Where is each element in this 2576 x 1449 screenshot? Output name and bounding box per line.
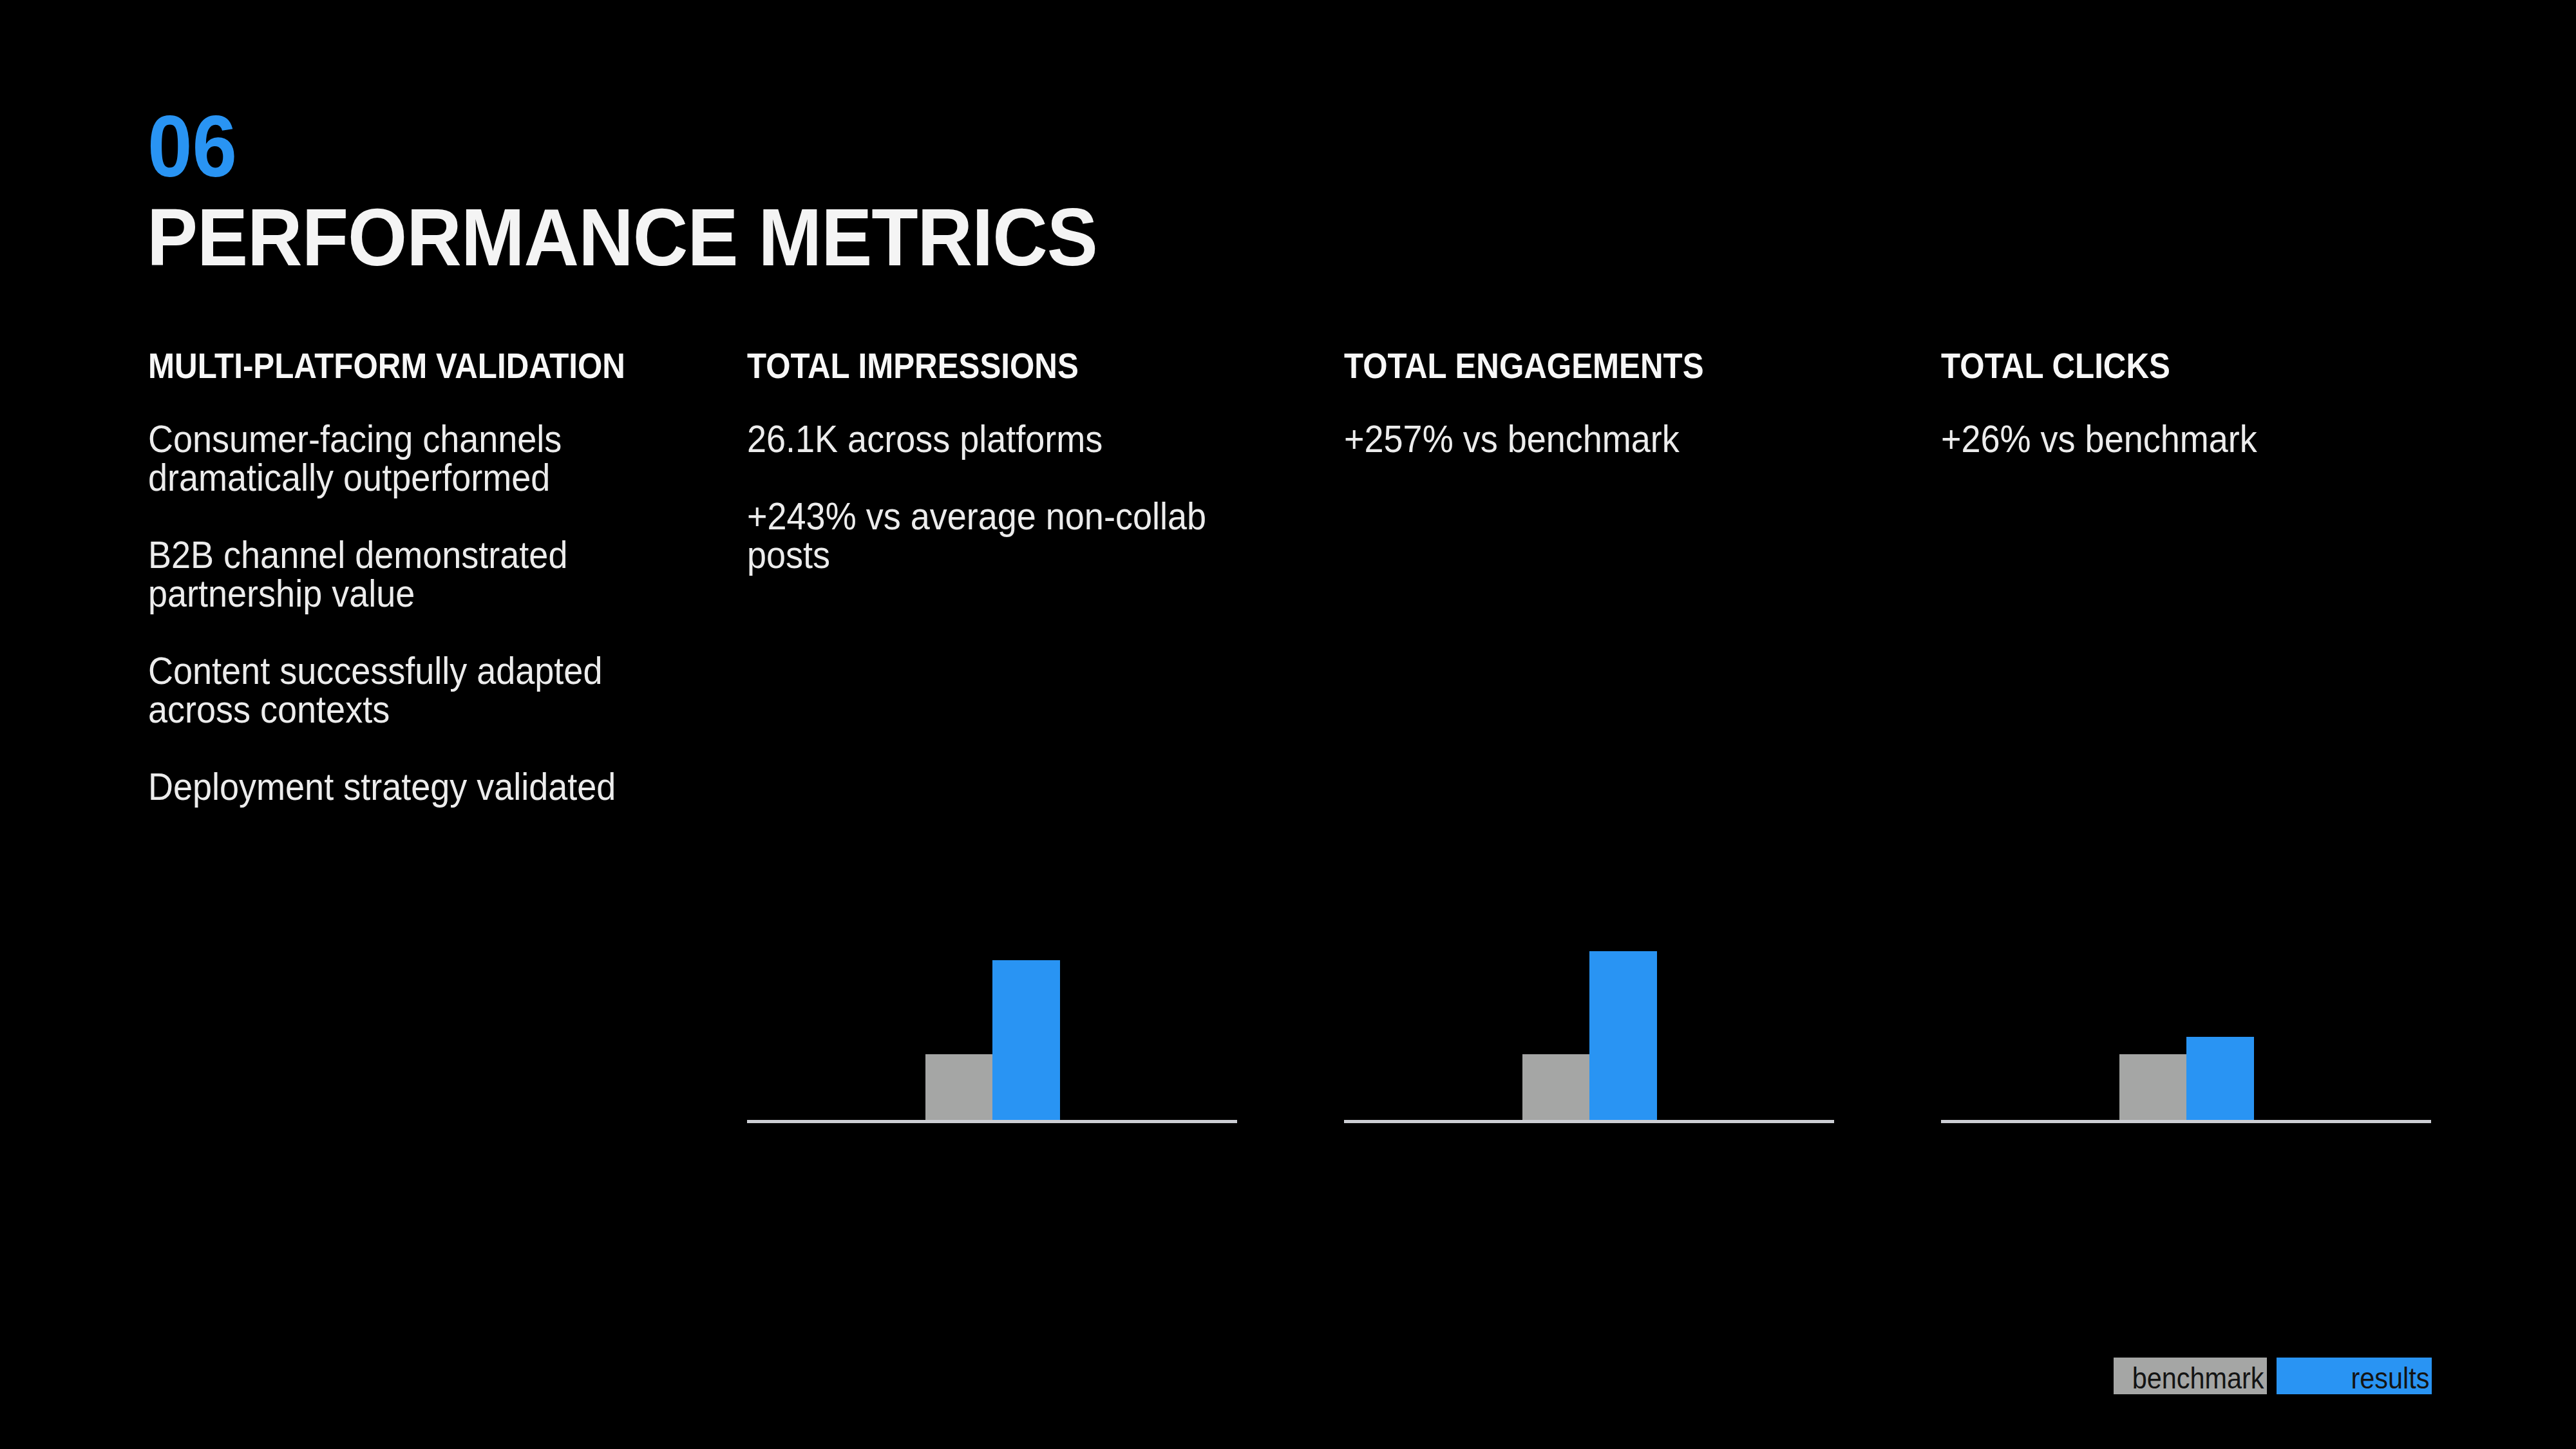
paragraph: B2B channel demonstrated partnership val… [148,536,616,613]
slide-number: 06 [147,102,237,190]
paragraph: 26.1K across platforms [747,420,1206,459]
column-body-total-clicks: +26% vs benchmark [1941,420,2257,497]
column-header-multi-platform-validation: MULTI-PLATFORM VALIDATION [148,348,625,384]
text-line: partnership value [148,574,616,613]
text-line: dramatically outperformed [148,459,616,497]
text-line: +243% vs average non-collab [747,497,1206,536]
results-bar [2186,1037,2254,1120]
paragraph: Consumer-facing channels dramatically ou… [148,420,616,497]
legend-results-label: results [2351,1363,2429,1393]
legend-results-swatch: results [2277,1358,2432,1394]
text-line: Consumer-facing channels [148,420,616,459]
bar-chart-total-clicks [1941,937,2431,1125]
text-line: across contexts [148,690,616,729]
text-line: Deployment strategy validated [148,768,616,806]
column-body-total-impressions: 26.1K across platforms +243% vs average … [747,420,1206,613]
column-header-total-clicks: TOTAL CLICKS [1941,348,2170,384]
column-body-multi-platform-validation: Consumer-facing channels dramatically ou… [148,420,616,845]
text-line: +257% vs benchmark [1344,420,1680,459]
paragraph: Deployment strategy validated [148,768,616,806]
text-line: Content successfully adapted [148,652,616,690]
results-bar [1589,951,1657,1120]
page-title: PERFORMANCE METRICS [147,197,1097,278]
chart-legend: benchmark results [2114,1358,2432,1394]
benchmark-bar [1522,1054,1589,1120]
column-body-total-engagements: +257% vs benchmark [1344,420,1680,497]
paragraph: +26% vs benchmark [1941,420,2257,459]
bar-chart-total-impressions [747,937,1237,1125]
paragraph: +257% vs benchmark [1344,420,1680,459]
paragraph: +243% vs average non-collab posts [747,497,1206,574]
column-header-total-engagements: TOTAL ENGAGEMENTS [1344,348,1704,384]
text-line: 26.1K across platforms [747,420,1206,459]
legend-benchmark-swatch: benchmark [2114,1358,2267,1394]
results-bar [992,960,1060,1120]
text-line: posts [747,536,1206,574]
benchmark-bar [925,1054,992,1120]
paragraph: Content successfully adapted across cont… [148,652,616,729]
benchmark-bar [2119,1054,2186,1120]
slide: 06 PERFORMANCE METRICS MULTI-PLATFORM VA… [0,0,2576,1449]
text-line: +26% vs benchmark [1941,420,2257,459]
text-line: B2B channel demonstrated [148,536,616,574]
chart-baseline [1941,1120,2431,1123]
chart-baseline [747,1120,1237,1123]
chart-baseline [1344,1120,1834,1123]
legend-benchmark-label: benchmark [2132,1363,2264,1393]
bar-chart-total-engagements [1344,937,1834,1125]
column-header-total-impressions: TOTAL IMPRESSIONS [747,348,1079,384]
